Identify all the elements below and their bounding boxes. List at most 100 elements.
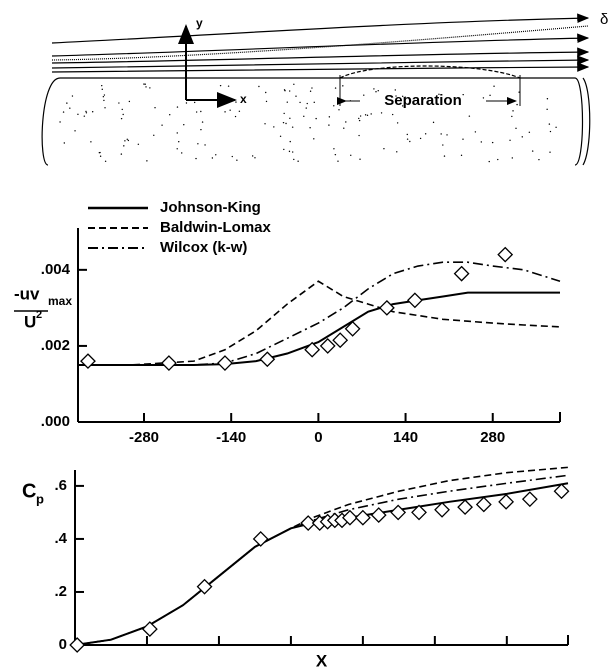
texture-dot [211,157,214,159]
texture-dot [293,158,295,161]
x-axis-label: X [316,651,328,670]
texture-dot [497,158,499,161]
texture-dot [258,85,260,88]
texture-dot [419,137,422,140]
texture-dot [366,114,369,117]
texture-dot [264,123,266,125]
y-tick-label: .6 [54,477,67,494]
x-tick-label: 140 [393,429,418,446]
axis-label: x [240,92,247,106]
texture-dot [359,158,361,160]
x-tick-label: 0 [314,429,322,446]
texture-dot [402,95,404,98]
texture-dot [383,148,385,150]
texture-dot [460,154,463,157]
separation-label: Separation [384,92,462,109]
texture-dot [204,144,206,146]
texture-dot [103,94,106,96]
texture-dot [195,111,198,113]
data-marker [332,332,349,349]
y-axis-label-subscript: max [48,294,72,308]
texture-dot [104,160,107,162]
texture-dot [395,95,397,97]
texture-dot [288,150,291,153]
texture-dot [528,131,531,134]
texture-dot [358,117,360,120]
texture-dot [555,126,557,128]
texture-dot [176,106,179,108]
texture-dot [229,109,231,111]
texture-dot [102,96,105,98]
texture-dot [122,113,124,116]
data-marker [344,320,361,337]
texture-dot [98,152,101,154]
data-marker [521,491,538,508]
texture-dot [144,83,146,85]
series-line [74,474,569,646]
texture-dot [515,127,517,130]
texture-dot [334,87,337,89]
y-axis-label: C [22,480,36,502]
texture-dot [328,124,330,126]
texture-dot [126,138,128,140]
data-marker [196,578,213,595]
texture-dot [313,101,315,104]
data-marker [457,499,474,516]
texture-dot [289,140,291,143]
data-marker [69,637,86,653]
texture-dot [306,102,308,105]
texture-dot [377,90,379,92]
texture-dot [493,85,495,87]
texture-dot [313,138,315,140]
texture-dot [491,141,494,144]
texture-dot [200,110,202,113]
texture-dot [328,116,331,118]
texture-dot [282,121,285,124]
texture-dot [224,111,226,113]
data-marker [434,501,450,518]
texture-dot [442,144,444,146]
texture-dot [128,100,131,103]
texture-dot [219,84,222,87]
texture-dot [197,143,199,145]
texture-dot [101,84,103,87]
texture-dot [446,134,448,136]
texture-dot [394,89,396,91]
series-line [78,291,560,366]
texture-dot [146,160,148,162]
x-tick-label: 280 [480,429,505,446]
x-tick-label: -280 [129,429,159,446]
texture-dot [279,135,282,138]
texture-dot [334,153,337,156]
data-marker [300,515,317,531]
texture-dot [222,95,225,98]
series-line [74,482,569,646]
series-line [74,466,569,646]
y-tick-label: .2 [54,583,67,600]
texture-dot [548,123,551,125]
texture-dot [90,141,92,143]
texture-dot [193,101,196,104]
texture-dot [161,124,163,126]
texture-dot [350,154,352,156]
texture-dot [120,117,123,120]
data-marker [453,265,470,282]
delta-label: δ [600,11,608,28]
texture-dot [71,95,74,97]
texture-dot [404,96,406,98]
data-marker [342,509,358,526]
texture-dot [63,142,66,144]
texture-dot [401,105,404,107]
y-tick-label: .002 [41,337,70,354]
texture-dot [183,124,185,126]
texture-dot [546,108,548,111]
data-marker [259,351,276,368]
texture-dot [337,160,339,162]
texture-dot [521,136,523,138]
texture-dot [406,133,408,136]
legend-label: Johnson-King [160,199,261,216]
data-marker [80,353,96,370]
texture-dot [391,113,394,116]
texture-dot [284,90,286,92]
texture-dot [101,88,103,91]
